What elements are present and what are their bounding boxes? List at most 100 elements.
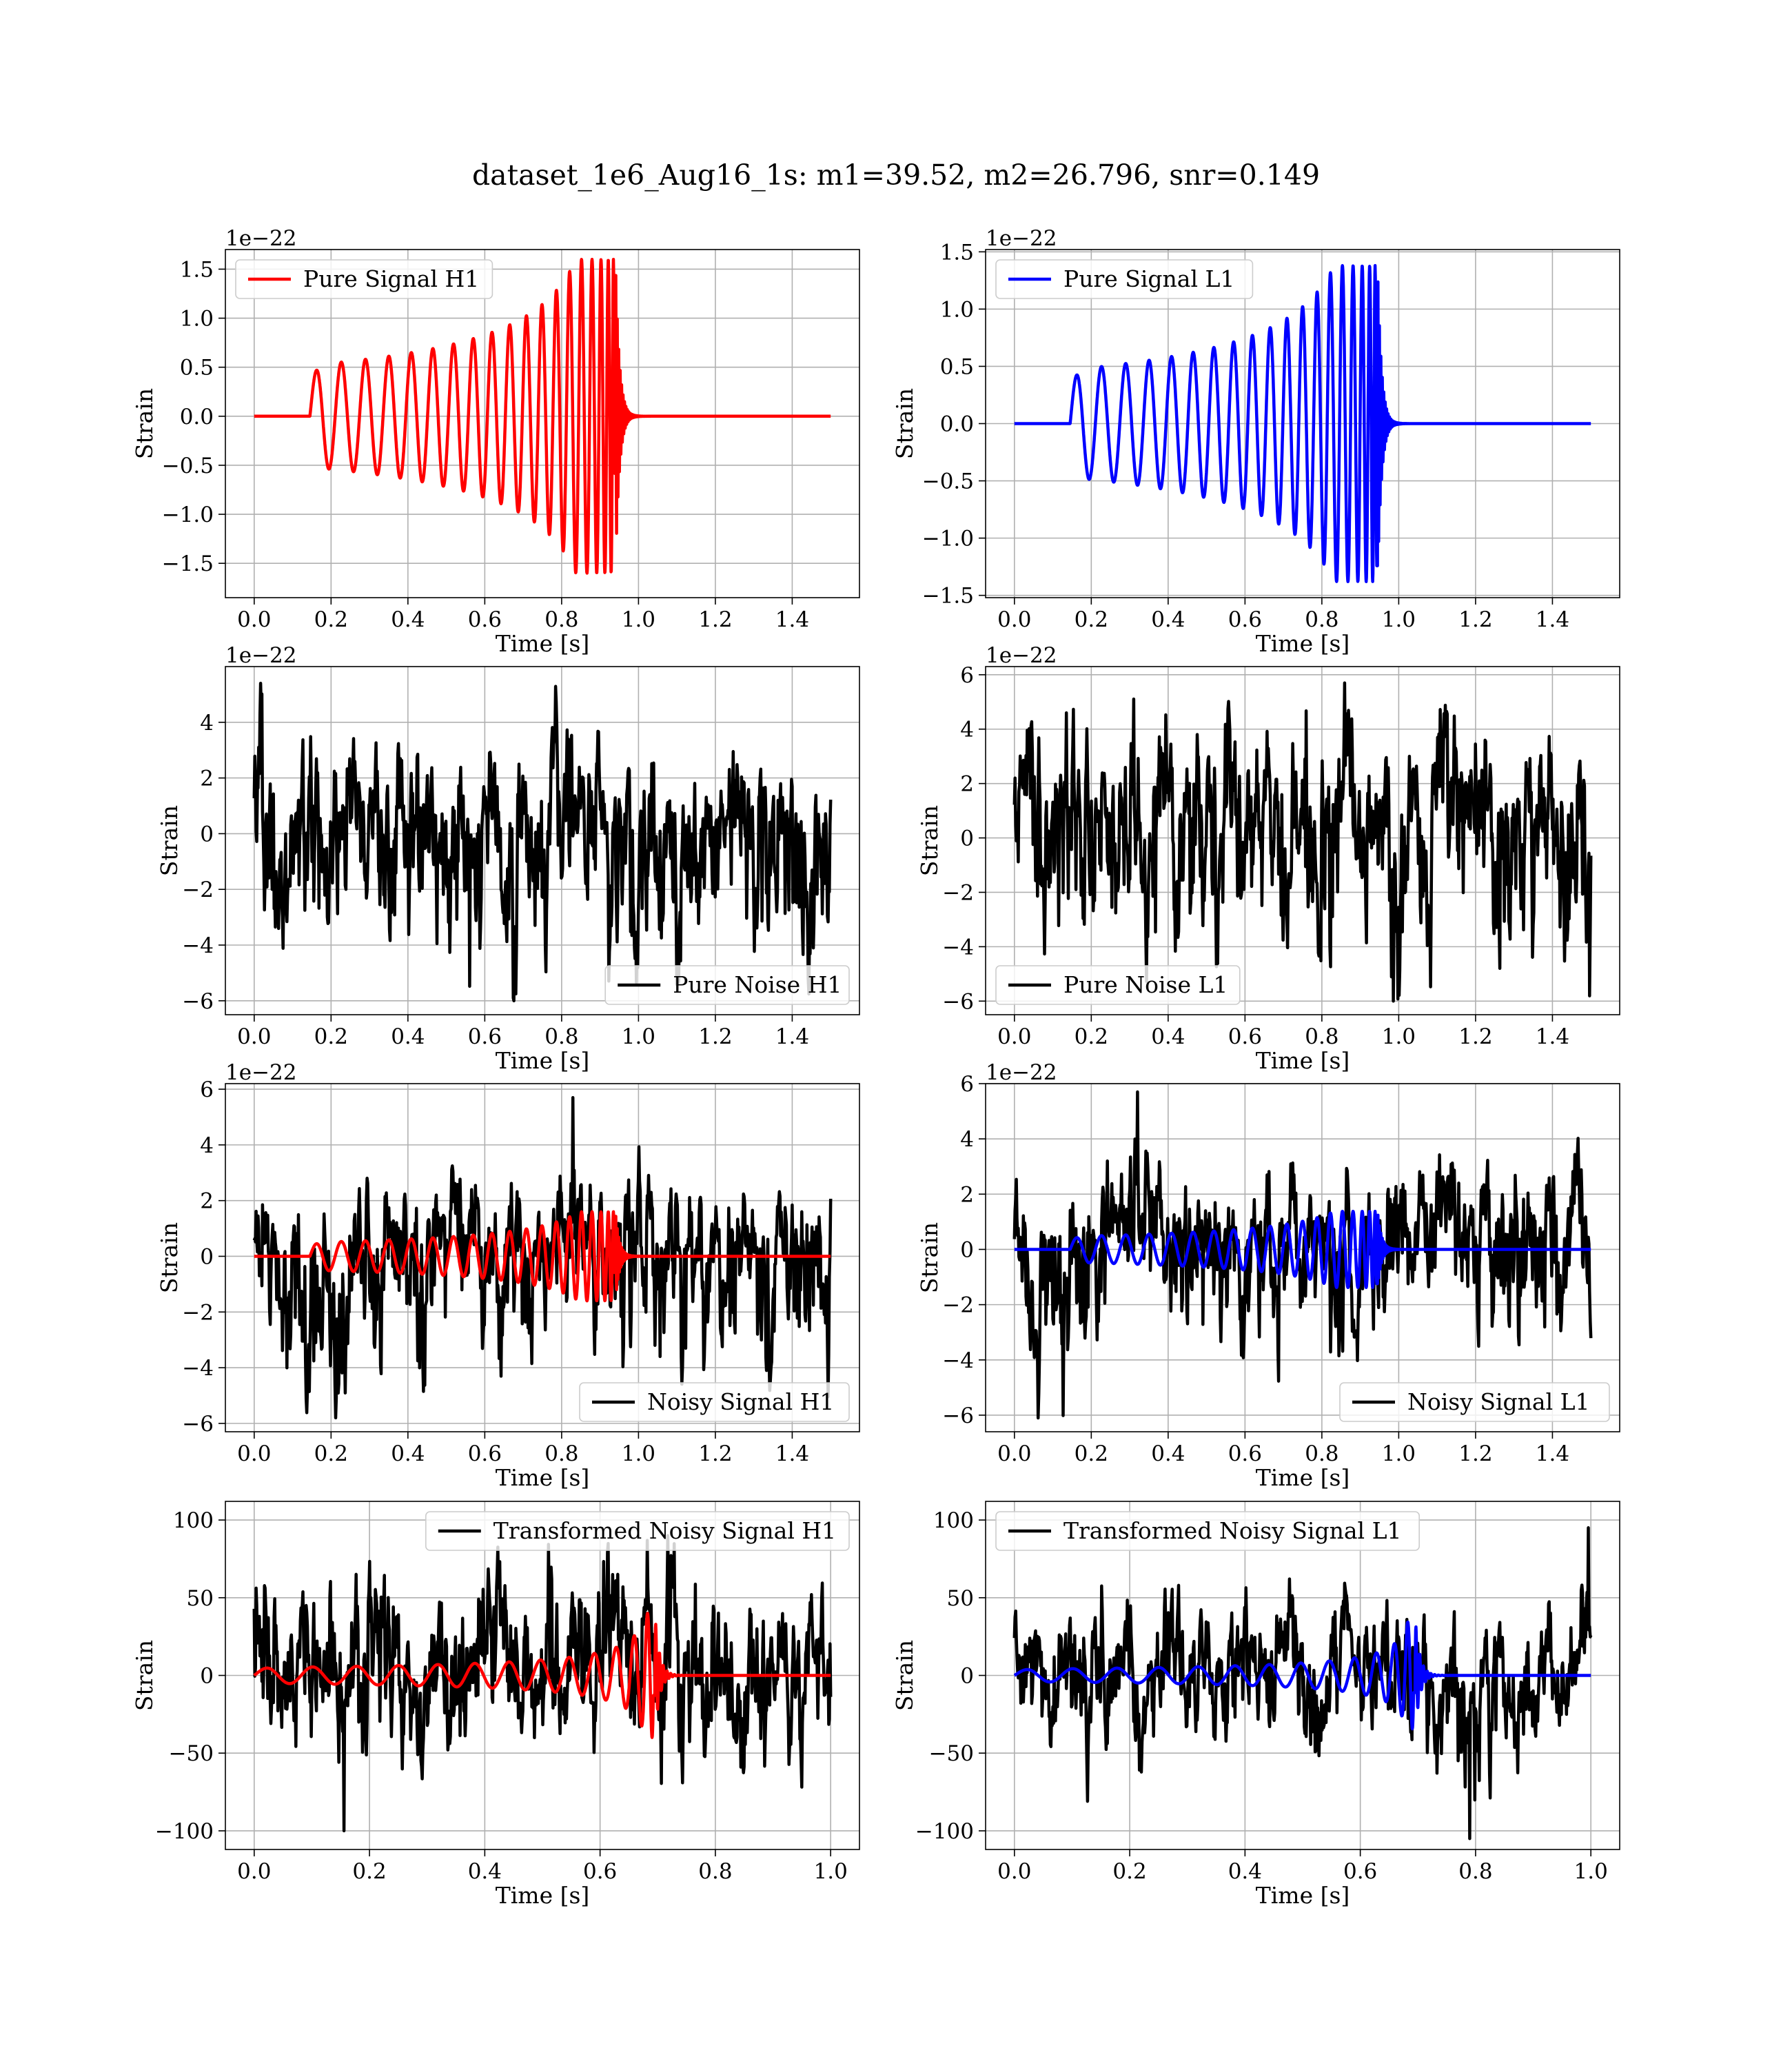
x-tick-label: 1.0: [1382, 607, 1416, 632]
x-tick-label: 1.2: [698, 1024, 732, 1049]
y-tick-label: −4: [942, 935, 974, 960]
x-tick-label: 1.4: [775, 1024, 809, 1049]
y-tick-label: 0: [200, 822, 214, 847]
y-tick-label: 2: [960, 772, 974, 797]
series-line-pure-signal-h1: [252, 257, 833, 575]
y-tick-label: 50: [947, 1586, 974, 1611]
legend-label: Pure Noise H1: [673, 971, 842, 998]
legend-label: Pure Noise L1: [1063, 971, 1228, 998]
x-tick-label: 0.2: [1112, 1859, 1146, 1884]
x-tick-label: 0.8: [1458, 1859, 1492, 1884]
x-tick-label: 0.8: [544, 607, 578, 632]
legend: Pure Signal L1: [995, 259, 1254, 299]
x-tick-label: 0.0: [237, 1024, 271, 1049]
y-axis-label: Strain: [916, 1222, 943, 1293]
x-axis-label: Time [s]: [496, 1047, 590, 1074]
x-tick-label: 0.2: [1075, 1024, 1108, 1049]
legend-label: Pure Signal L1: [1063, 265, 1234, 292]
offset-text: 1e−22: [225, 1060, 297, 1085]
panel-noisy-signal-l1: 0.0 0.2 0.4 0.6 0.8 1.0 1.2 1.4 −6 −4 −2 0 2 4 6 Time […: [916, 1060, 1620, 1491]
y-tick-label: −1.0: [162, 503, 214, 527]
x-tick-label: 1.0: [622, 607, 655, 632]
x-tick-label: 0.0: [237, 1441, 271, 1466]
y-tick-label: 6: [960, 1072, 974, 1097]
y-tick-label: −2: [942, 880, 974, 905]
x-tick-label: 0.0: [997, 1024, 1031, 1049]
legend-box: [425, 1511, 850, 1551]
legend: Noisy Signal L1: [1339, 1382, 1610, 1422]
offset-text: 1e−22: [225, 643, 297, 668]
series-line-noisy-signal-h1: [252, 1095, 833, 1420]
y-tick-label: −1.5: [162, 551, 214, 576]
x-axis-label: Time [s]: [1256, 1464, 1350, 1491]
legend-label: Noisy Signal L1: [1407, 1388, 1590, 1415]
y-axis-label: Strain: [156, 1222, 183, 1293]
y-axis-label: Strain: [891, 388, 918, 459]
legend: Transformed Noisy Signal L1: [995, 1511, 1421, 1551]
y-tick-label: −6: [942, 1403, 974, 1428]
y-tick-label: 1.0: [180, 307, 214, 332]
legend-label: Transformed Noisy Signal H1: [493, 1517, 836, 1544]
x-tick-label: 1.0: [622, 1024, 655, 1049]
y-tick-label: 0.5: [180, 356, 214, 381]
y-tick-label: −1.5: [922, 584, 974, 609]
y-tick-label: −6: [182, 989, 214, 1014]
panel-transformed-noisy-signal-l1: 0.0 0.2 0.4 0.6 0.8 1.0 −100 −50 0 50 100 Time [s] S…: [891, 1501, 1620, 1909]
offset-text: 1e−22: [986, 643, 1057, 668]
x-tick-label: 0.6: [468, 1024, 502, 1049]
x-tick-label: 1.0: [622, 1441, 655, 1466]
y-tick-label: −100: [915, 1819, 974, 1844]
x-tick-label: 0.6: [1228, 607, 1262, 632]
x-axis-label: Time [s]: [1256, 630, 1350, 657]
x-tick-label: 0.4: [391, 1024, 425, 1049]
x-tick-label: 0.4: [1151, 607, 1185, 632]
panel-pure-signal-h1: 0.0 0.2 0.4 0.6 0.8 1.0 1.2 1.4 −1.5 −1.0 −0.5 0.0 0…: [131, 226, 860, 657]
x-tick-label: 0.2: [1075, 607, 1108, 632]
y-tick-label: −6: [182, 1412, 214, 1437]
figure-title: dataset_1e6_Aug16_1s: m1=39.52, m2=26.79…: [472, 159, 1320, 192]
y-tick-label: 50: [187, 1586, 214, 1611]
y-tick-label: 1.5: [180, 257, 214, 282]
y-tick-label: 100: [933, 1508, 974, 1533]
x-tick-label: 0.8: [544, 1441, 578, 1466]
offset-text: 1e−22: [225, 226, 297, 251]
y-tick-label: 2: [960, 1182, 974, 1207]
x-axis-label: Time [s]: [496, 630, 590, 657]
x-tick-label: 0.4: [468, 1859, 502, 1884]
y-tick-label: −4: [182, 933, 214, 958]
x-tick-label: 1.4: [775, 1441, 809, 1466]
axes-frame: [225, 249, 860, 598]
x-tick-label: 1.4: [1536, 1441, 1569, 1466]
y-tick-label: −50: [169, 1741, 214, 1766]
y-tick-label: 6: [200, 1077, 214, 1102]
x-tick-label: 1.2: [698, 1441, 732, 1466]
x-axis-label: Time [s]: [496, 1464, 590, 1491]
legend-label: Transformed Noisy Signal L1: [1063, 1517, 1401, 1544]
series-line-overlay-1: [252, 1210, 833, 1303]
legend-label: Noisy Signal H1: [647, 1388, 834, 1415]
legend: Pure Signal H1: [235, 259, 493, 299]
panel-transformed-noisy-signal-h1: 0.0 0.2 0.4 0.6 0.8 1.0 −100 −50 0 50 100 Time [s] S…: [131, 1501, 860, 1909]
y-axis-label: Strain: [916, 805, 943, 876]
legend-box: [604, 965, 850, 1005]
series-line-transformed-noisy-signal-l1: [1012, 1526, 1593, 1841]
y-axis-label: Strain: [891, 1640, 918, 1711]
axes-frame: [985, 1083, 1620, 1432]
x-tick-label: 1.2: [1458, 1024, 1492, 1049]
y-axis-label: Strain: [156, 805, 183, 876]
y-tick-label: 4: [960, 718, 974, 742]
legend-box: [995, 1511, 1421, 1551]
y-tick-label: 2: [200, 767, 214, 791]
panel-pure-noise-h1: 0.0 0.2 0.4 0.6 0.8 1.0 1.2 1.4 −6 −4 −2 0 2 4 Time [s…: [156, 643, 860, 1074]
axes-frame: [225, 1083, 860, 1432]
series-line-pure-noise-l1: [1012, 681, 1593, 1003]
x-tick-label: 0.8: [1305, 607, 1338, 632]
y-tick-label: 4: [960, 1127, 974, 1152]
x-tick-label: 0.4: [391, 607, 425, 632]
y-tick-label: 0.0: [940, 412, 974, 437]
y-tick-label: −100: [155, 1819, 214, 1844]
x-tick-label: 0.0: [237, 607, 271, 632]
x-tick-label: 0.8: [698, 1859, 732, 1884]
legend-box: [235, 259, 493, 299]
